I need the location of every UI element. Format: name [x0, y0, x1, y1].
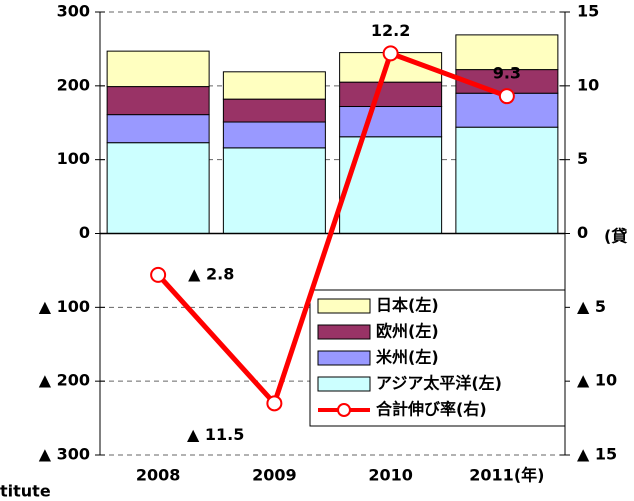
legend-label: 欧州(左) [376, 322, 439, 341]
y-tick-label: 200 [57, 75, 90, 94]
legend-swatch [317, 324, 371, 340]
y-tick-label: 100 [57, 149, 90, 168]
bar-segment [455, 34, 559, 71]
bar-segment [339, 81, 443, 108]
y2-tick-label: ▲ 10 [577, 371, 617, 390]
y-tick-label: ▲ 200 [39, 371, 90, 390]
y-tick-label: 300 [57, 2, 90, 21]
x-tick-label: 2011(年) [469, 466, 544, 485]
legend-label: 米州(左) [376, 348, 439, 367]
y-tick-label: ▲ 100 [39, 297, 90, 316]
bar-segment [106, 86, 210, 116]
y2-axis-label: (貸 [604, 227, 627, 246]
source-note: titute [0, 482, 51, 501]
bar-segment [106, 142, 210, 234]
legend-swatch [317, 298, 371, 314]
bar-segment [106, 50, 210, 88]
y2-tick-label: 10 [577, 75, 599, 94]
bar-segment [222, 121, 326, 149]
bar-segment [222, 147, 326, 234]
bar-segment [455, 126, 559, 234]
data-label: ▲ 11.5 [187, 425, 244, 444]
y-tick-label: ▲ 300 [39, 445, 90, 464]
bar-segment [222, 71, 326, 100]
y2-tick-label: 15 [577, 2, 599, 21]
line-marker [266, 395, 283, 412]
y2-tick-label: ▲ 15 [577, 445, 617, 464]
data-label: 12.2 [371, 21, 410, 40]
legend-label: 日本(左) [376, 296, 439, 315]
x-tick-label: 2010 [368, 466, 413, 485]
x-tick-label: 2008 [136, 466, 181, 485]
data-label: ▲ 2.8 [188, 264, 234, 283]
y-tick-label: 0 [79, 223, 90, 242]
y2-tick-label: 0 [577, 223, 588, 242]
data-label: 9.3 [493, 64, 521, 83]
legend-label: アジア太平洋(左) [376, 374, 502, 393]
line-series [156, 50, 508, 409]
bar-segment [106, 114, 210, 144]
legend-swatch [317, 376, 371, 392]
legend-label: 合計伸び率(右) [376, 400, 487, 419]
y2-tick-label: ▲ 5 [577, 297, 606, 316]
line-marker [382, 45, 399, 62]
x-tick-label: 2009 [252, 466, 297, 485]
line-marker [498, 88, 515, 105]
bar-segment [339, 136, 443, 234]
bar-segment [222, 98, 326, 123]
legend-marker [337, 403, 351, 417]
y2-tick-label: 5 [577, 149, 588, 168]
legend-swatch [317, 350, 371, 366]
line-marker [150, 266, 167, 283]
bar-segment [339, 106, 443, 138]
